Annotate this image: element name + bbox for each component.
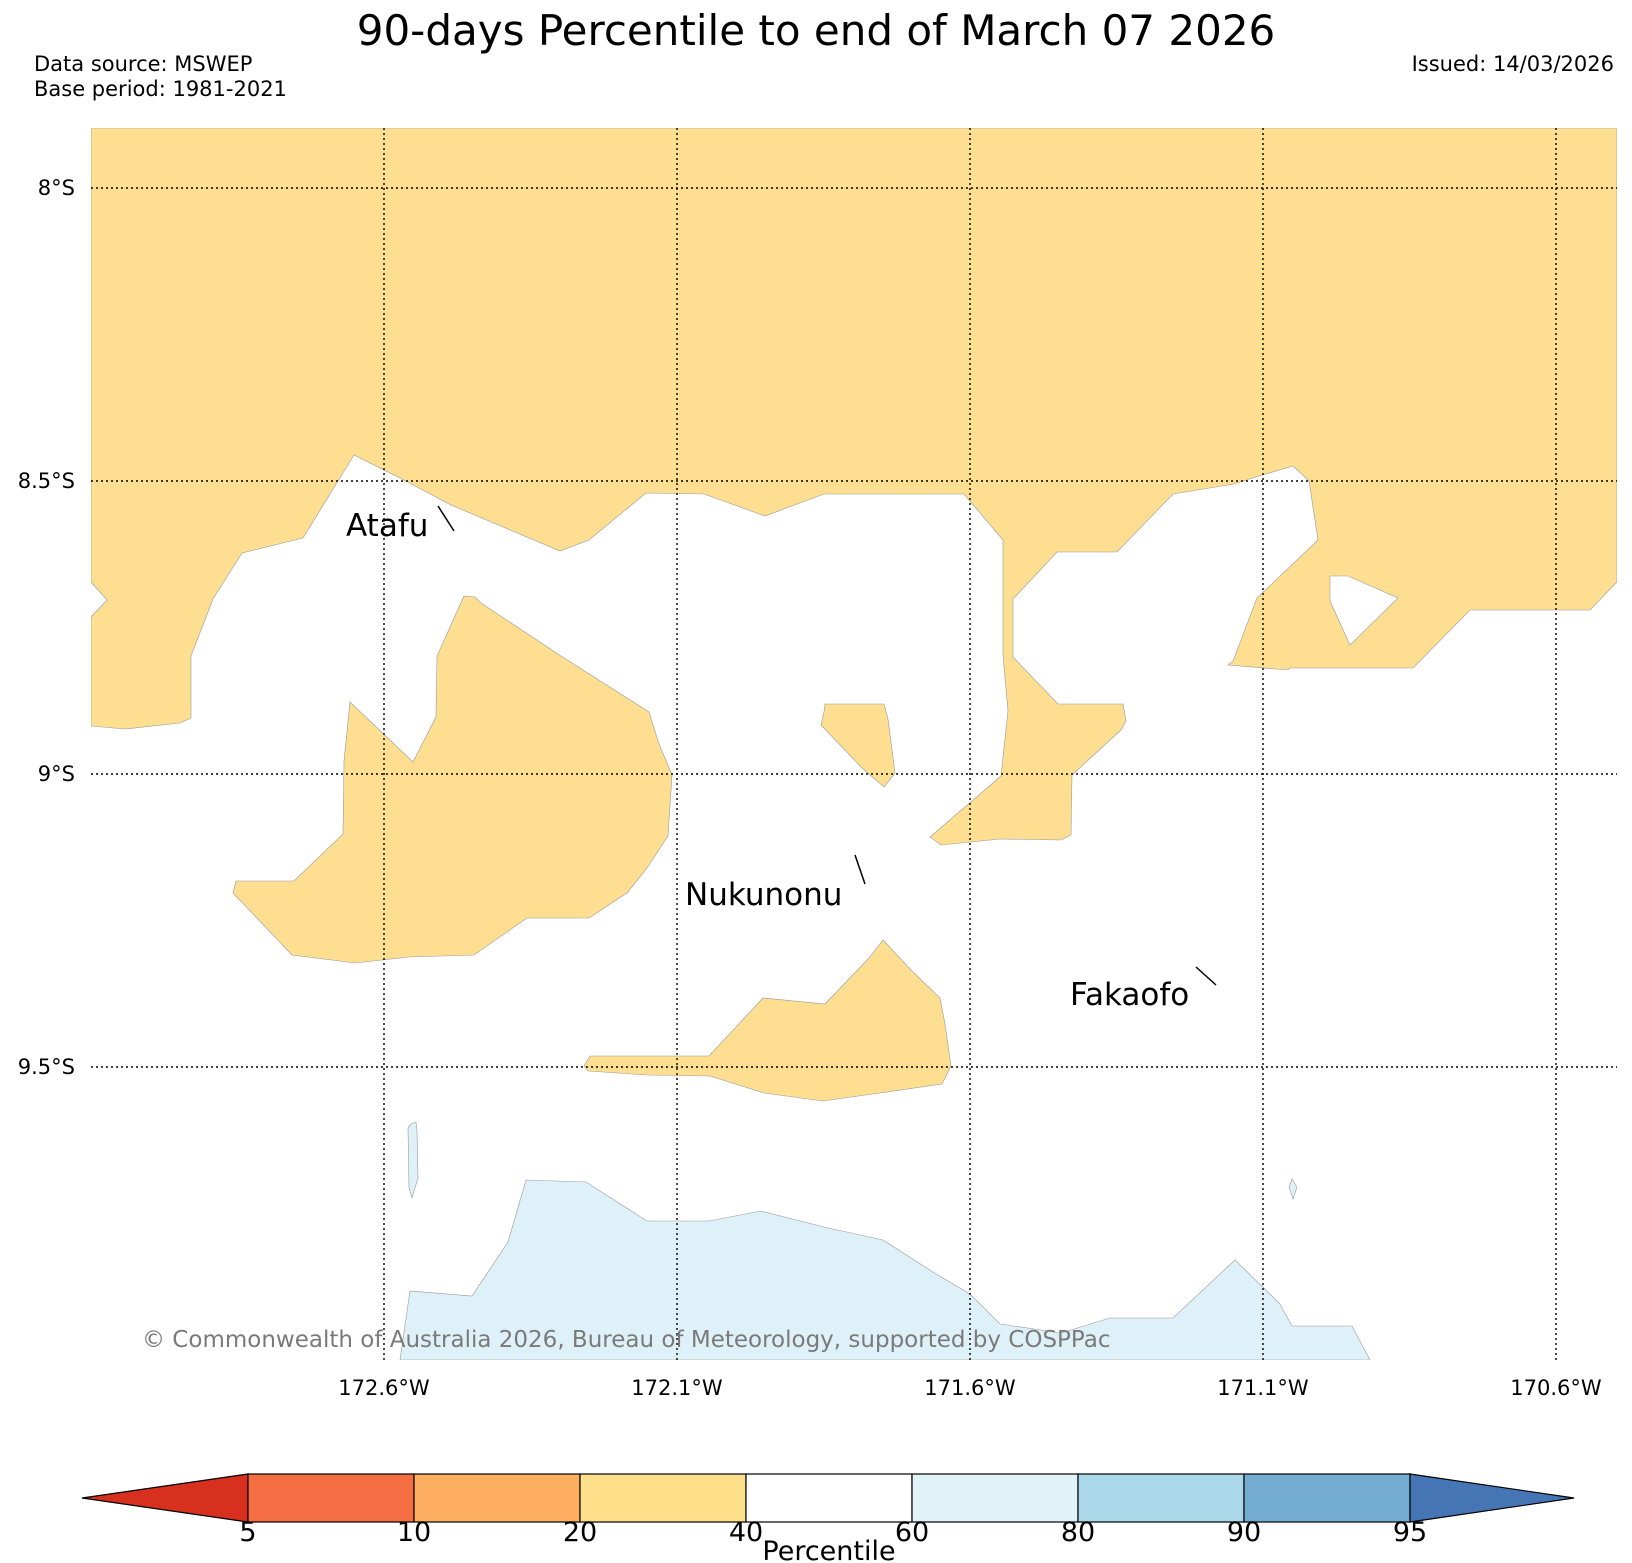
colorbar-tick-95: 95 xyxy=(1393,1517,1427,1548)
colorbar-segment-90-95 xyxy=(1243,1473,1411,1523)
colorbar-tick-20: 20 xyxy=(563,1517,597,1548)
data-source-text: Data source: MSWEP xyxy=(34,52,253,76)
issued-date-text: Issued: 14/03/2026 xyxy=(1411,52,1614,76)
colorbar-segment-5-10 xyxy=(247,1473,415,1523)
lon-label-172-6w: 172.6°W xyxy=(338,1376,430,1400)
dry-region-north xyxy=(91,128,1617,846)
colorbar-extend-low xyxy=(81,1473,249,1523)
colorbar-tick-5: 5 xyxy=(239,1517,256,1548)
colorbar xyxy=(81,1473,1575,1523)
nukunonu-marker xyxy=(854,854,866,885)
dry-region-west xyxy=(232,595,673,964)
wet-region-south xyxy=(399,1179,1371,1360)
base-period-text: Base period: 1981-2021 xyxy=(34,77,287,101)
lon-label-172-1w: 172.1°W xyxy=(631,1376,723,1400)
copyright-text: © Commonwealth of Australia 2026, Bureau… xyxy=(142,1327,1111,1353)
graticule xyxy=(91,128,1617,1360)
colorbar-segment-40-60 xyxy=(745,1473,913,1523)
colorbar-label: Percentile xyxy=(762,1536,895,1563)
dry-region-south xyxy=(583,939,952,1102)
wet-patch-small-east xyxy=(1288,1178,1298,1200)
lat-label-9-5s: 9.5°S xyxy=(18,1055,75,1079)
lat-label-8-5s: 8.5°S xyxy=(18,469,75,493)
colorbar-tick-90: 90 xyxy=(1227,1517,1261,1548)
lat-label-8s: 8°S xyxy=(38,176,75,200)
place-label-fakaofo: Fakaofo xyxy=(1070,977,1189,1013)
colorbar-extend-high xyxy=(1409,1473,1575,1523)
map-metadata: Data source: MSWEP Base period: 1981-202… xyxy=(34,52,287,102)
colorbar-segment-10-20 xyxy=(413,1473,581,1523)
colorbar-tick-40: 40 xyxy=(729,1517,763,1548)
place-label-atafu: Atafu xyxy=(346,508,428,544)
colorbar-tick-60: 60 xyxy=(895,1517,929,1548)
lon-label-170-6w: 170.6°W xyxy=(1510,1376,1602,1400)
lon-label-171-1w: 171.1°W xyxy=(1217,1376,1309,1400)
colorbar-segment-60-80 xyxy=(911,1473,1079,1523)
atafu-marker xyxy=(437,505,455,532)
colorbar-segment-80-90 xyxy=(1077,1473,1245,1523)
fakaofo-marker xyxy=(1195,966,1217,986)
dry-region-central xyxy=(820,703,896,788)
place-label-nukunonu: Nukunonu xyxy=(685,877,842,913)
map-title: 90-days Percentile to end of March 07 20… xyxy=(356,6,1276,55)
normal-hole-east xyxy=(1329,575,1399,646)
colorbar-segment-20-40 xyxy=(579,1473,747,1523)
colorbar-tick-10: 10 xyxy=(397,1517,431,1548)
lon-label-171-6w: 171.6°W xyxy=(924,1376,1016,1400)
colorbar-tick-80: 80 xyxy=(1061,1517,1095,1548)
lat-label-9s: 9°S xyxy=(38,762,75,786)
wet-patch-small-west xyxy=(407,1121,419,1200)
